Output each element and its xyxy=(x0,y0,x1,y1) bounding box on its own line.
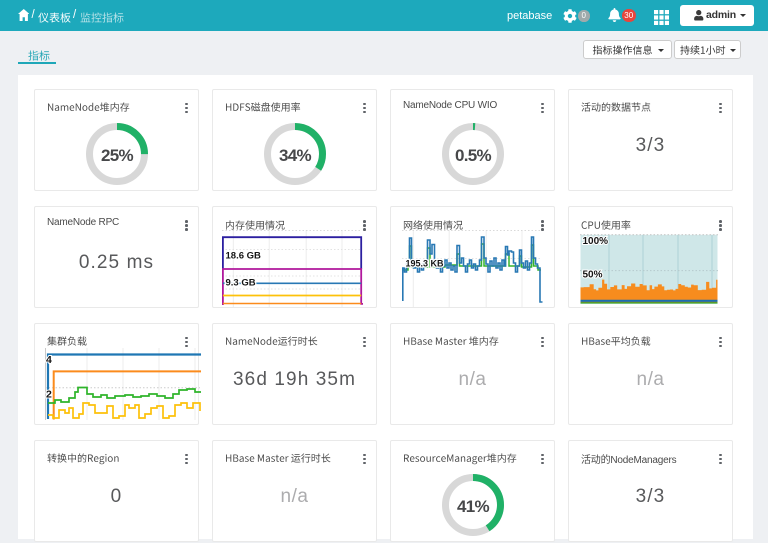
svg-text:18.6 GB: 18.6 GB xyxy=(226,251,262,262)
svg-text:4: 4 xyxy=(46,354,52,366)
svg-text:50%: 50% xyxy=(583,270,603,281)
svg-text:195.3 KB: 195.3 KB xyxy=(406,259,445,269)
svg-text:2: 2 xyxy=(46,388,52,400)
svg-text:100%: 100% xyxy=(583,236,609,247)
svg-text:9.3 GB: 9.3 GB xyxy=(226,278,256,289)
